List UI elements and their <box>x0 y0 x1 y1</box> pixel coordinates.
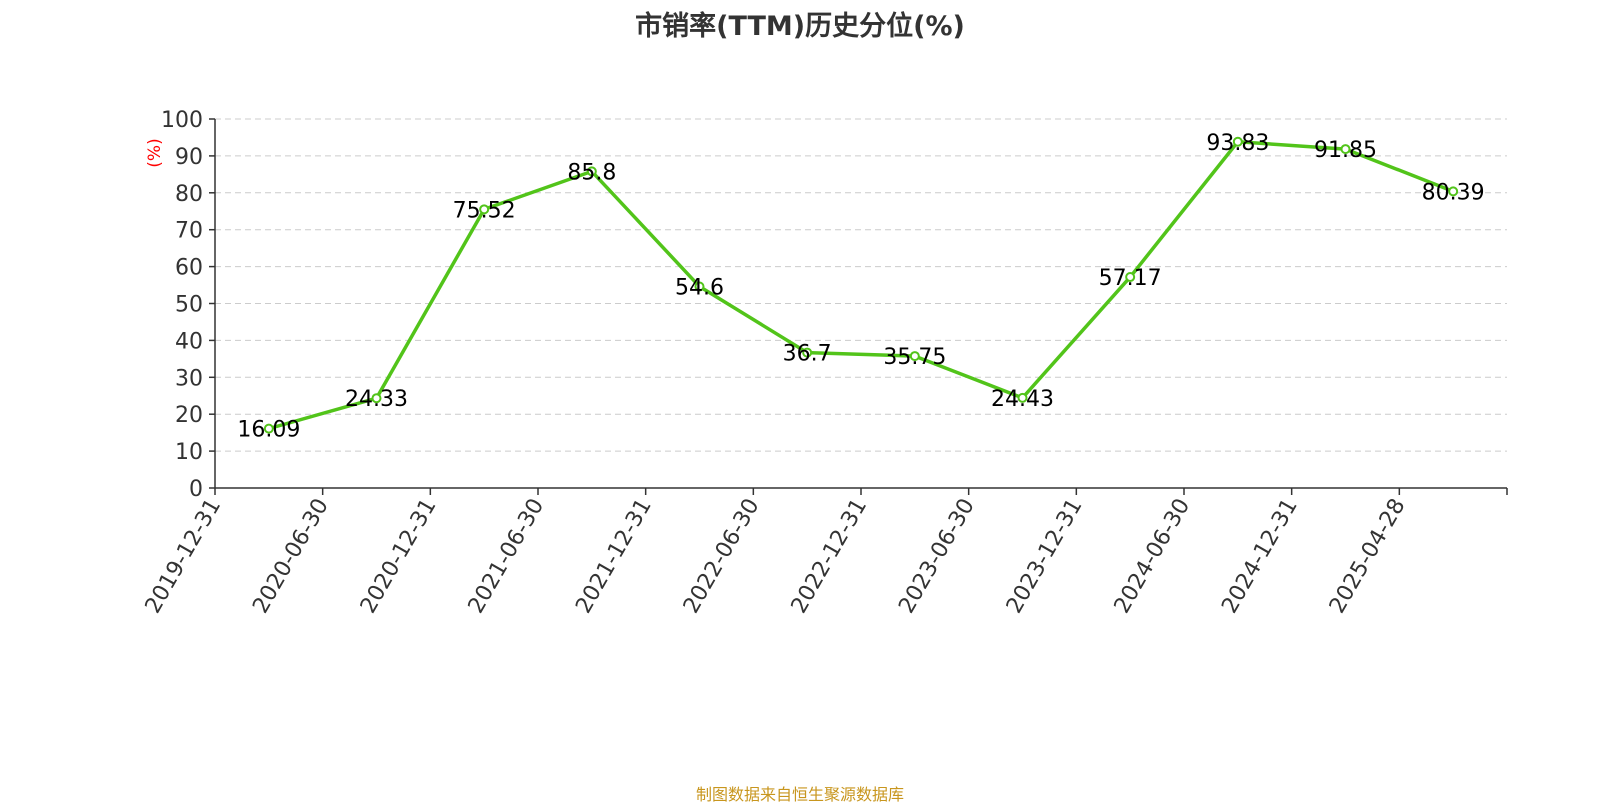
data-point <box>1017 392 1028 403</box>
x-tick-label: 2023-06-30 <box>894 495 980 618</box>
data-source-note: 制图数据来自恒生聚源数据库 <box>695 785 904 804</box>
x-axis-ticks: 2019-12-31 2020-06-30 2020-12-31 2021-06-30… <box>141 488 1508 618</box>
data-label: 24.43 <box>991 387 1054 412</box>
y-tick-label: 70 <box>175 219 203 244</box>
data-point <box>1340 144 1351 155</box>
x-tick-label: 2022-06-30 <box>679 495 765 618</box>
data-label: 75.52 <box>453 198 516 223</box>
data-point <box>1232 136 1243 147</box>
y-tick-label: 100 <box>161 108 203 133</box>
x-tick-label: 2023-12-31 <box>1002 495 1088 618</box>
data-point <box>909 351 920 362</box>
grid-lines <box>215 118 1507 452</box>
y-tick-label: 60 <box>175 256 203 281</box>
x-tick-label: 2020-12-31 <box>356 495 442 618</box>
data-labels: 16.09 24.33 75.52 85.8 54.6 36.7 35.75 24.43 57.… <box>237 131 1484 443</box>
data-label: 24.33 <box>345 387 408 412</box>
y-axis-ticks: 0 10 20 30 40 50 60 70 80 90 100 <box>161 108 215 502</box>
data-label: 36.7 <box>783 342 832 367</box>
x-tick-label: 2019-12-31 <box>141 495 227 618</box>
y-tick-label: 90 <box>175 145 203 170</box>
y-tick-label: 40 <box>175 329 203 354</box>
data-point <box>694 281 705 292</box>
y-tick-label: 20 <box>175 403 203 428</box>
x-tick-label: 2025-04-28 <box>1325 495 1411 618</box>
data-label: 85.8 <box>567 160 616 185</box>
y-tick-label: 80 <box>175 182 203 207</box>
data-point <box>371 393 382 404</box>
y-tick-label: 0 <box>189 477 203 502</box>
data-label: 35.75 <box>883 345 946 370</box>
x-tick-label: 2020-06-30 <box>248 495 334 618</box>
data-point <box>802 347 813 358</box>
data-label: 93.83 <box>1206 131 1269 156</box>
y-axis-label: (%) <box>145 138 165 167</box>
data-point <box>586 166 597 177</box>
data-label: 16.09 <box>237 418 300 443</box>
data-point <box>1125 272 1136 283</box>
data-point <box>479 204 490 215</box>
data-point <box>263 423 274 434</box>
data-point <box>1448 186 1459 197</box>
x-tick-label: 2021-12-31 <box>571 495 657 618</box>
series-line <box>268 140 1454 431</box>
x-tick-label: 2024-06-30 <box>1110 495 1196 618</box>
x-tick-label: 2021-06-30 <box>464 495 550 618</box>
y-tick-label: 50 <box>175 293 203 318</box>
y-tick-label: 30 <box>175 366 203 391</box>
data-label: 80.39 <box>1422 180 1485 205</box>
data-label: 91.85 <box>1314 138 1377 163</box>
data-label: 57.17 <box>1099 266 1162 291</box>
series-group <box>263 136 1459 434</box>
data-label: 54.6 <box>675 276 724 301</box>
x-tick-label: 2024-12-31 <box>1217 495 1303 618</box>
chart-title: 市销率(TTM)历史分位(%) <box>635 11 965 42</box>
y-tick-label: 10 <box>175 440 203 465</box>
x-tick-label: 2022-12-31 <box>787 495 873 618</box>
